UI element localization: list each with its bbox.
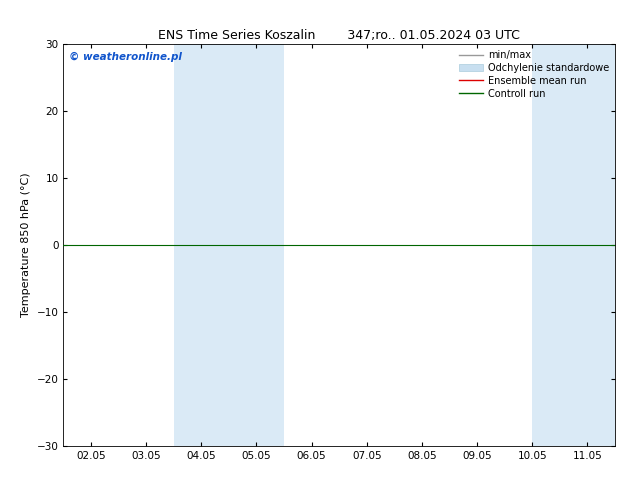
Y-axis label: Temperature 850 hPa (°C): Temperature 850 hPa (°C) — [21, 172, 31, 318]
Bar — [533, 44, 571, 446]
Bar — [174, 44, 229, 446]
Title: ENS Time Series Koszalin        347;ro.. 01.05.2024 03 UTC: ENS Time Series Koszalin 347;ro.. 01.05.… — [158, 28, 520, 42]
Bar — [571, 44, 615, 446]
Legend: min/max, Odchylenie standardowe, Ensemble mean run, Controll run: min/max, Odchylenie standardowe, Ensembl… — [455, 46, 613, 102]
Text: © weatheronline.pl: © weatheronline.pl — [69, 52, 182, 62]
Bar — [229, 44, 284, 446]
